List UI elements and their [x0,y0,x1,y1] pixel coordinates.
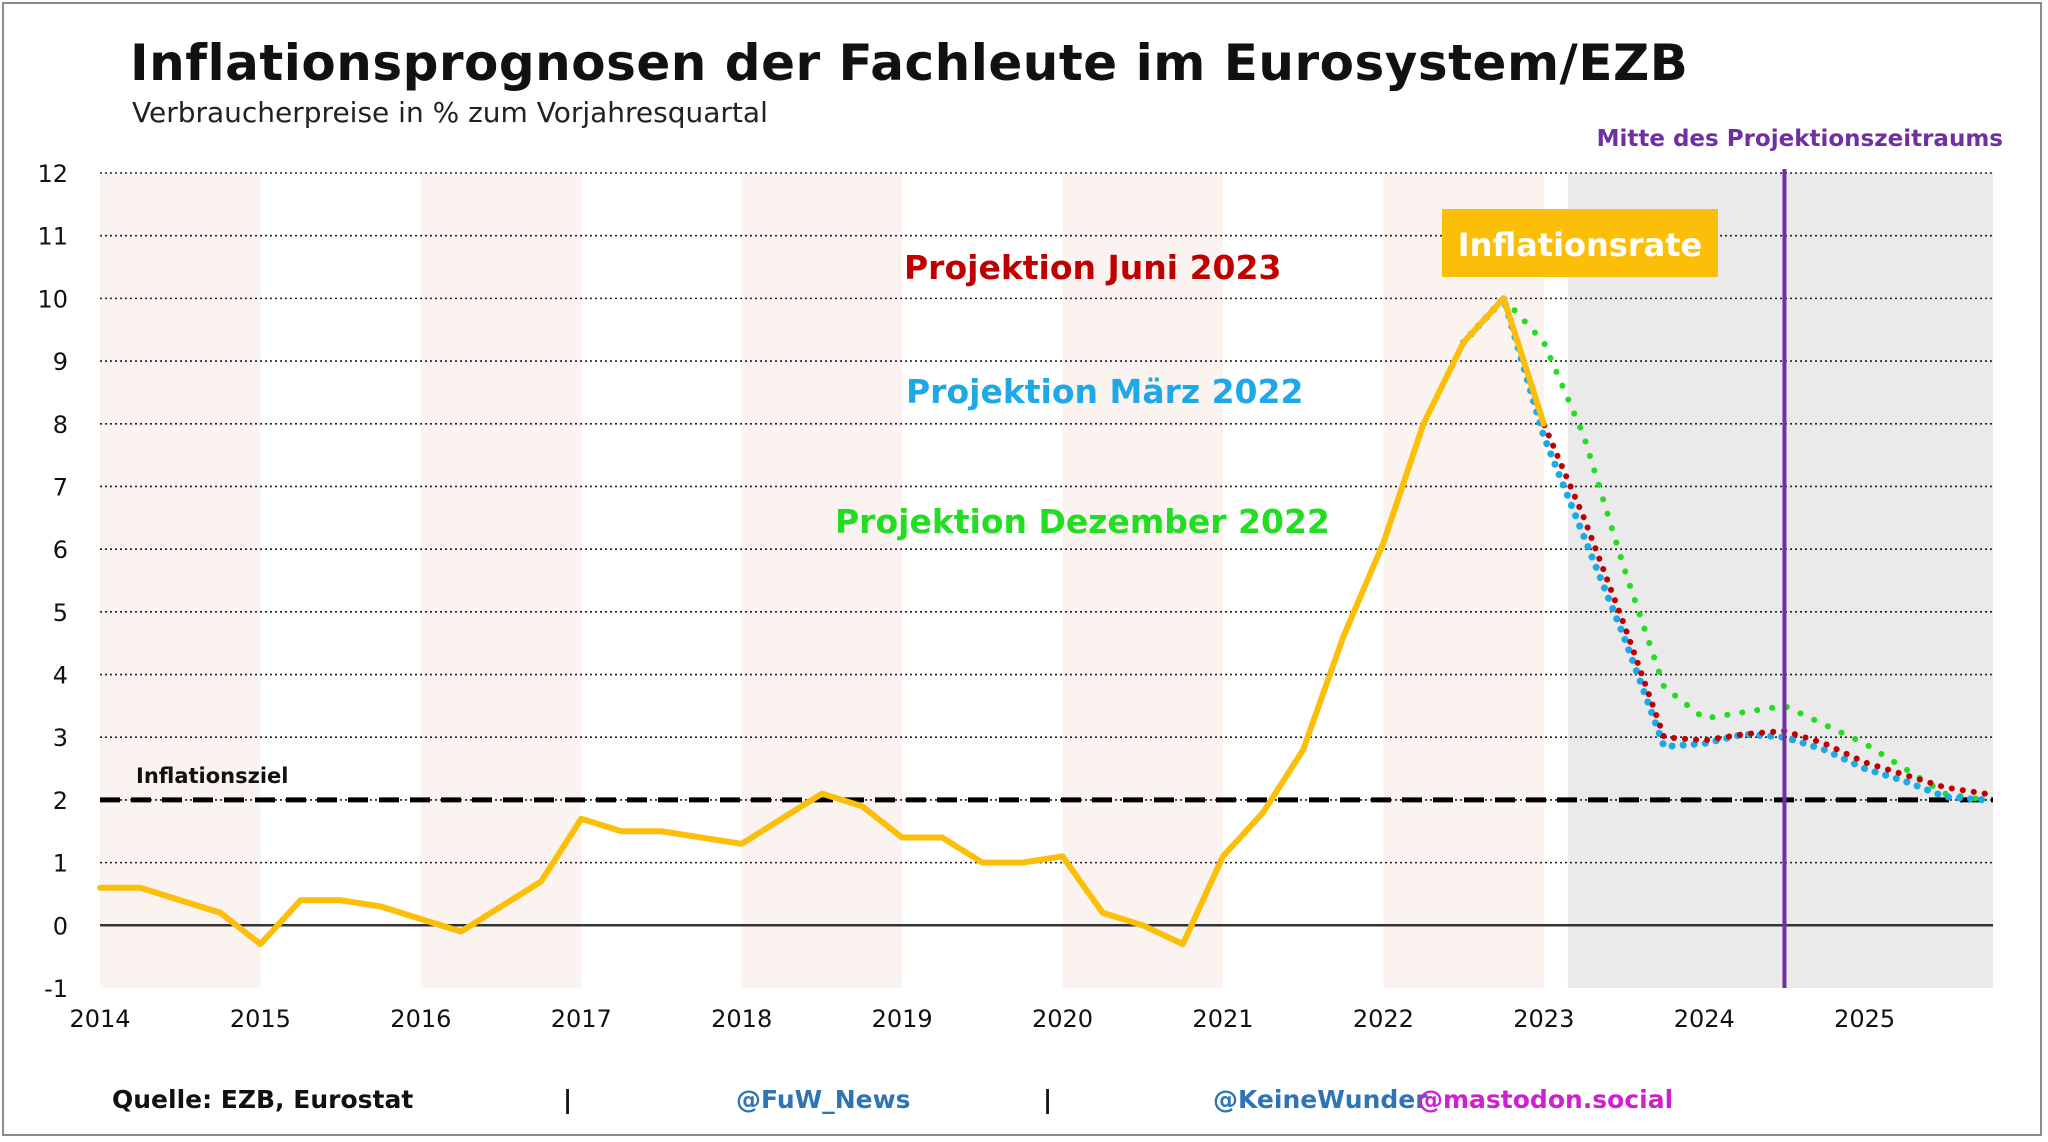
y-tick-label: 0 [53,912,68,940]
fuw-handle-link[interactable]: @FuW_News [736,1085,911,1114]
inflationsrate-label: Inflationsrate [1458,226,1702,264]
series-maerz-2022 [1460,291,1989,804]
series-dezember-2022 [1460,293,1988,803]
x-tick-label: 2014 [69,1005,130,1033]
shaded-year-band [420,173,582,988]
y-tick-label: 5 [53,599,68,627]
maerz-2022-label: Projektion März 2022 [906,372,1303,411]
projection-midpoint-label: Mitte des Projektionszeitraums [1597,126,2003,152]
user-handle-link[interactable]: @KeineWunder [1213,1085,1428,1114]
shaded-year-band [100,173,261,988]
y-tick-label: 6 [53,536,68,564]
inflation-target-label: Inflationsziel [136,764,288,788]
inflationsrate-label-box [1442,209,1718,277]
source-note: Quelle: EZB, Eurostat [112,1085,414,1114]
x-tick-label: 2022 [1353,1005,1414,1033]
x-tick-label: 2017 [551,1005,612,1033]
y-tick-label: 1 [53,850,68,878]
footer-separator-2: | [1043,1085,1053,1114]
x-tick-label: 2018 [711,1005,772,1033]
annotations: Mitte des Projektionszeitraums Inflations… [835,126,2003,988]
y-tick-label: 2 [53,787,68,815]
x-tick-label: 2021 [1192,1005,1253,1033]
x-tick-label: 2020 [1032,1005,1093,1033]
x-tick-label: 2024 [1674,1005,1735,1033]
chart-subtitle: Verbraucherpreise in % zum Vorjahresquar… [132,96,768,129]
chart-footer: Quelle: EZB, Eurostat | @FuW_News | @Kei… [0,1085,2048,1125]
y-tick-label: 11 [37,223,68,251]
series-inflationsrate [97,295,1547,948]
x-tick-label: 2023 [1513,1005,1574,1033]
footer-separator-1: | [563,1085,573,1114]
dezember-2022-label: Projektion Dezember 2022 [835,502,1330,541]
data-series [97,291,1989,948]
x-tick-label: 2019 [872,1005,933,1033]
y-tick-label: 3 [53,724,68,752]
juni-2023-label: Projektion Juni 2023 [904,248,1281,287]
shaded-year-band [1383,173,1544,988]
mastodon-server-link[interactable]: @mastodon.social [1418,1085,1674,1114]
y-tick-label: 10 [37,285,68,313]
reference-lines: Inflationsziel [100,764,1993,803]
x-tick-label: 2015 [230,1005,291,1033]
shaded-year-band [1062,173,1223,988]
chart-title: Inflationsprognosen der Fachleute im Eur… [130,34,1689,92]
y-tick-label: 9 [53,348,68,376]
x-tick-label: 2016 [390,1005,451,1033]
y-tick-label: -1 [44,975,68,1003]
x-tick-label: 2025 [1834,1005,1895,1033]
shaded-year-band [741,173,903,988]
projection-period-band [1567,173,1993,988]
series-juni-2023 [1500,295,1988,797]
plot-background [100,173,1993,988]
y-tick-label: 8 [53,411,68,439]
y-tick-label: 4 [53,662,68,690]
y-tick-label: 7 [53,473,68,501]
y-tick-label: 12 [37,160,68,188]
